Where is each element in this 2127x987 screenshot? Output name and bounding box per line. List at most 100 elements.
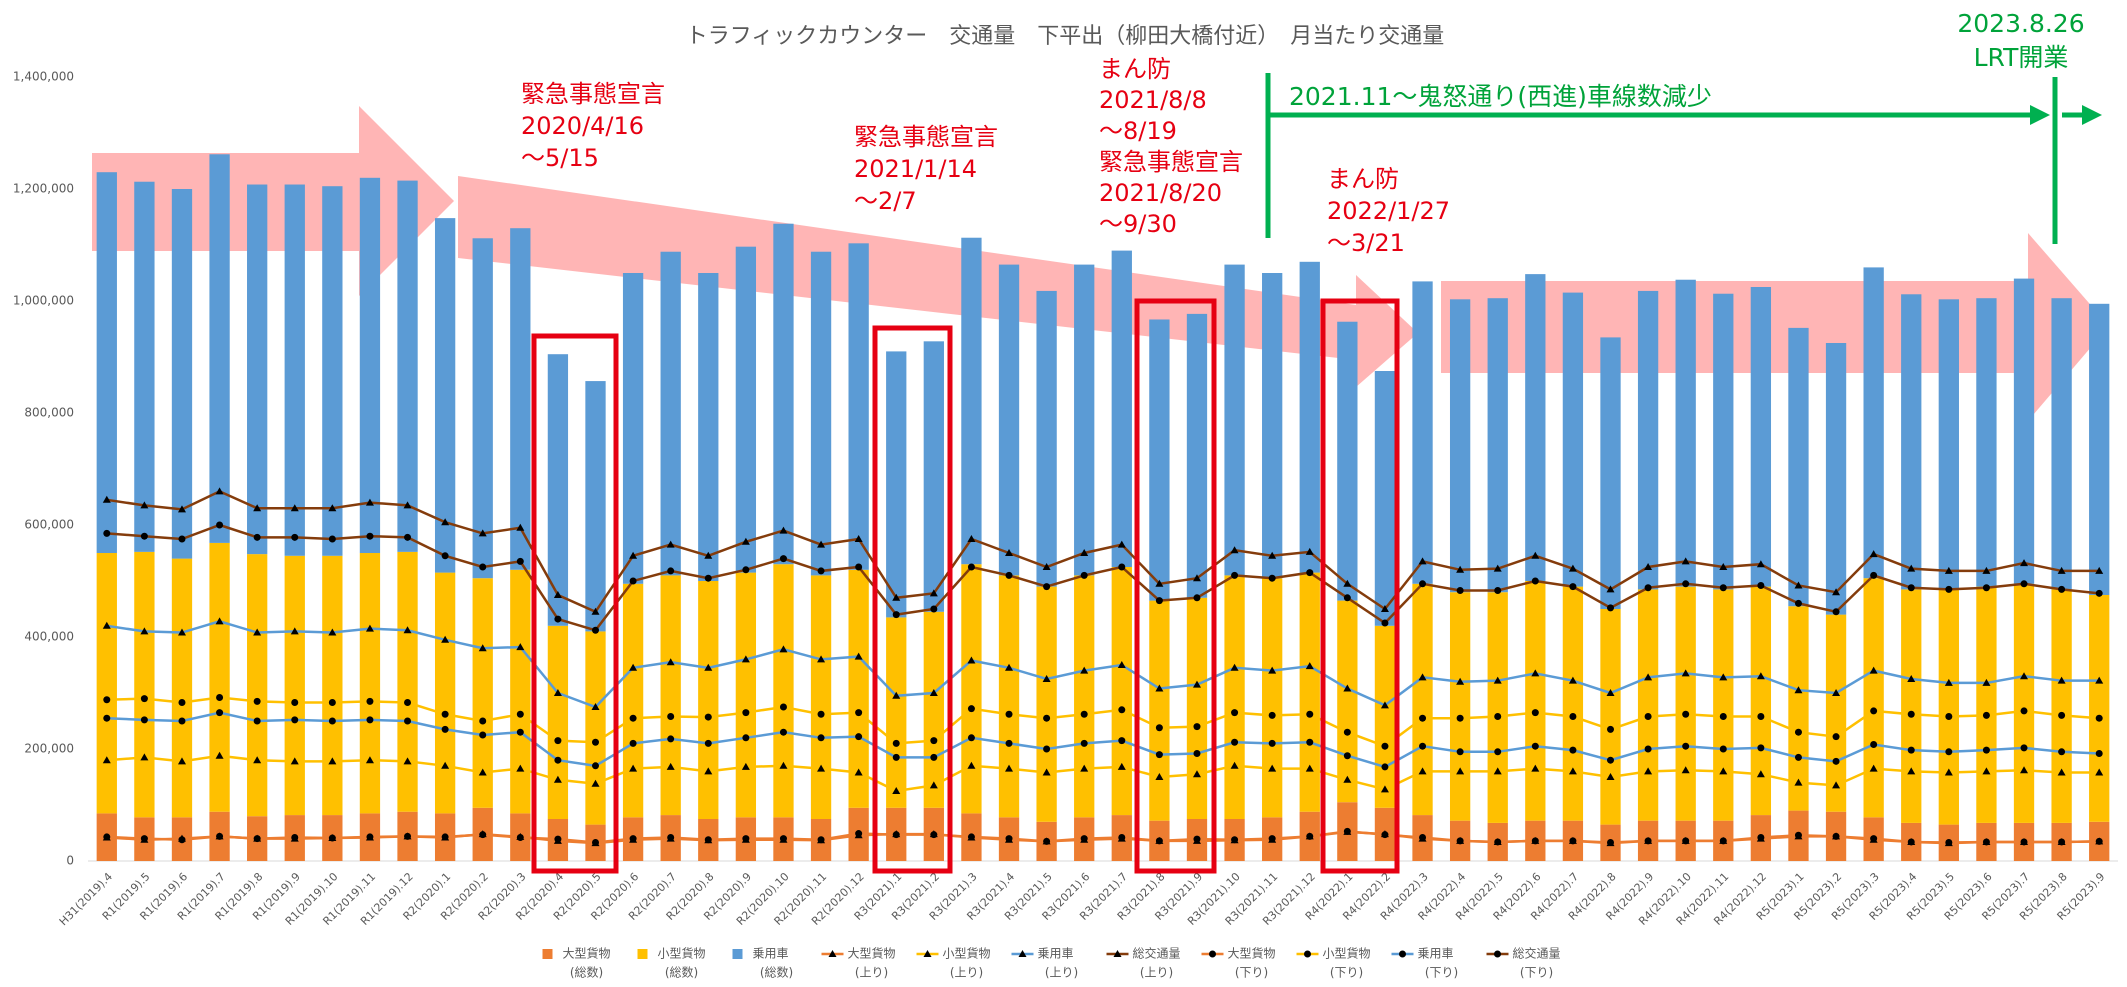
point-marker [1682,710,1690,718]
legend-swatch [637,949,648,959]
point-marker [741,762,750,770]
bar-segment [585,631,606,825]
point-marker [1869,550,1878,558]
point-marker [2095,749,2103,757]
point-marker [1719,837,1727,845]
point-marker [2095,566,2104,574]
point-marker [1832,781,1841,789]
point-marker [516,833,524,841]
point-marker [1343,752,1351,760]
point-marker [1343,827,1351,835]
legend-label: 大型貨物 [848,946,896,961]
point-marker [779,835,787,843]
point-marker [817,540,826,548]
point-marker [1343,775,1352,783]
bar-segment [1525,274,1546,581]
point-marker [1569,746,1577,754]
point-marker [1456,677,1465,685]
point-marker [1117,762,1126,770]
bar-segment [322,555,343,816]
bar-segment [434,572,456,814]
bar-segment [1713,589,1734,821]
point-marker [1192,574,1201,582]
point-marker [441,725,449,733]
point-marker [1682,580,1690,588]
point-marker [1306,710,1314,718]
point-marker [1155,684,1164,692]
point-marker [1230,761,1239,769]
point-marker [1832,733,1840,741]
point-marker [403,757,412,765]
point-marker [290,627,299,635]
point-marker [704,713,712,721]
legend-sublabel: (上り) [855,966,888,980]
point-marker [779,645,788,653]
annotation: 2021/1/14 [854,155,977,183]
point-marker [1419,580,1427,588]
point-marker [1568,676,1577,684]
point-marker [742,709,750,717]
legend-sublabel: (総数) [760,965,793,980]
point-marker [1381,763,1389,771]
point-marker [1682,837,1690,845]
bar-segment [810,575,832,819]
point-marker [855,830,863,838]
bar-segment [547,625,569,819]
bar-segment [2051,589,2072,823]
point-marker [892,611,900,619]
series-line [106,490,2100,614]
point-marker [1870,707,1878,715]
point-marker [1606,585,1615,593]
legend-label: 大型貨物 [563,946,611,961]
series-line [106,830,2100,844]
chart-title: トラフィックカウンター 交通量 下平出（柳田大橋付近） 月当たり交通量 [686,24,1445,49]
legend-label: 総交通量 [1133,946,1181,961]
point-marker [2020,766,2029,774]
bar-segment [1186,597,1208,819]
point-marker [1719,673,1728,681]
point-marker [328,535,336,543]
bar-segment [1186,313,1208,598]
bar-segment [1675,586,1696,821]
point-marker [1757,833,1765,841]
bar-segment [1111,250,1132,567]
point-marker [1794,581,1803,589]
bar-segment [1825,614,1847,812]
point-marker [1268,574,1276,582]
point-marker [1155,579,1164,587]
point-marker [102,621,111,629]
bar-segment [209,154,230,543]
bar-segment [1374,371,1396,626]
point-marker [253,756,262,764]
point-marker [1155,773,1164,780]
point-marker [291,533,299,541]
point-marker [892,593,901,601]
point-marker [1080,764,1089,772]
bar-segment [1449,299,1471,593]
annotation: 緊急事態宣言 [521,80,665,108]
point-marker [2058,748,2066,756]
point-marker [1644,584,1652,592]
point-marker [103,714,111,722]
y-tick-label: 400,000 [24,630,74,644]
point-marker [479,731,487,739]
point-marker [516,643,525,651]
point-marker [1870,741,1878,749]
point-marker [591,703,600,710]
point-marker [178,836,186,844]
point-marker [855,709,863,717]
point-marker [1381,742,1389,750]
annotation: 2021.11～鬼怒通り(西進)車線数減少 [1289,82,1712,111]
point-marker [1268,764,1277,772]
point-marker [253,697,261,705]
point-marker [1719,584,1727,592]
bar-segment [1863,578,1884,818]
point-marker [892,787,901,794]
series-line [106,523,2100,632]
point-marker [1456,837,1464,845]
point-marker [704,663,713,671]
point-marker [1155,597,1163,605]
point-marker [1343,579,1352,587]
bar-segment [660,575,681,816]
point-marker [1268,739,1276,747]
